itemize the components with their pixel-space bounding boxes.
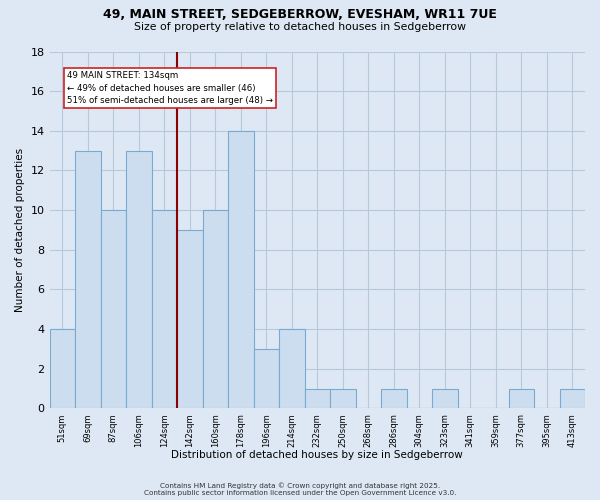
Bar — [75, 150, 101, 408]
Text: 49 MAIN STREET: 134sqm
← 49% of detached houses are smaller (46)
51% of semi-det: 49 MAIN STREET: 134sqm ← 49% of detached… — [67, 72, 274, 106]
Text: Contains public sector information licensed under the Open Government Licence v3: Contains public sector information licen… — [144, 490, 456, 496]
Text: 49, MAIN STREET, SEDGEBERROW, EVESHAM, WR11 7UE: 49, MAIN STREET, SEDGEBERROW, EVESHAM, W… — [103, 8, 497, 20]
Bar — [279, 329, 305, 408]
Text: Size of property relative to detached houses in Sedgeberrow: Size of property relative to detached ho… — [134, 22, 466, 32]
Bar — [177, 230, 203, 408]
Bar — [560, 388, 585, 408]
X-axis label: Distribution of detached houses by size in Sedgeberrow: Distribution of detached houses by size … — [172, 450, 463, 460]
Bar — [509, 388, 534, 408]
Bar — [432, 388, 458, 408]
Bar — [381, 388, 407, 408]
Bar — [330, 388, 356, 408]
Y-axis label: Number of detached properties: Number of detached properties — [15, 148, 25, 312]
Bar — [152, 210, 177, 408]
Bar — [101, 210, 126, 408]
Bar — [305, 388, 330, 408]
Bar — [203, 210, 228, 408]
Bar — [254, 349, 279, 408]
Bar — [228, 131, 254, 408]
Bar — [126, 150, 152, 408]
Text: Contains HM Land Registry data © Crown copyright and database right 2025.: Contains HM Land Registry data © Crown c… — [160, 482, 440, 489]
Bar — [50, 329, 75, 408]
